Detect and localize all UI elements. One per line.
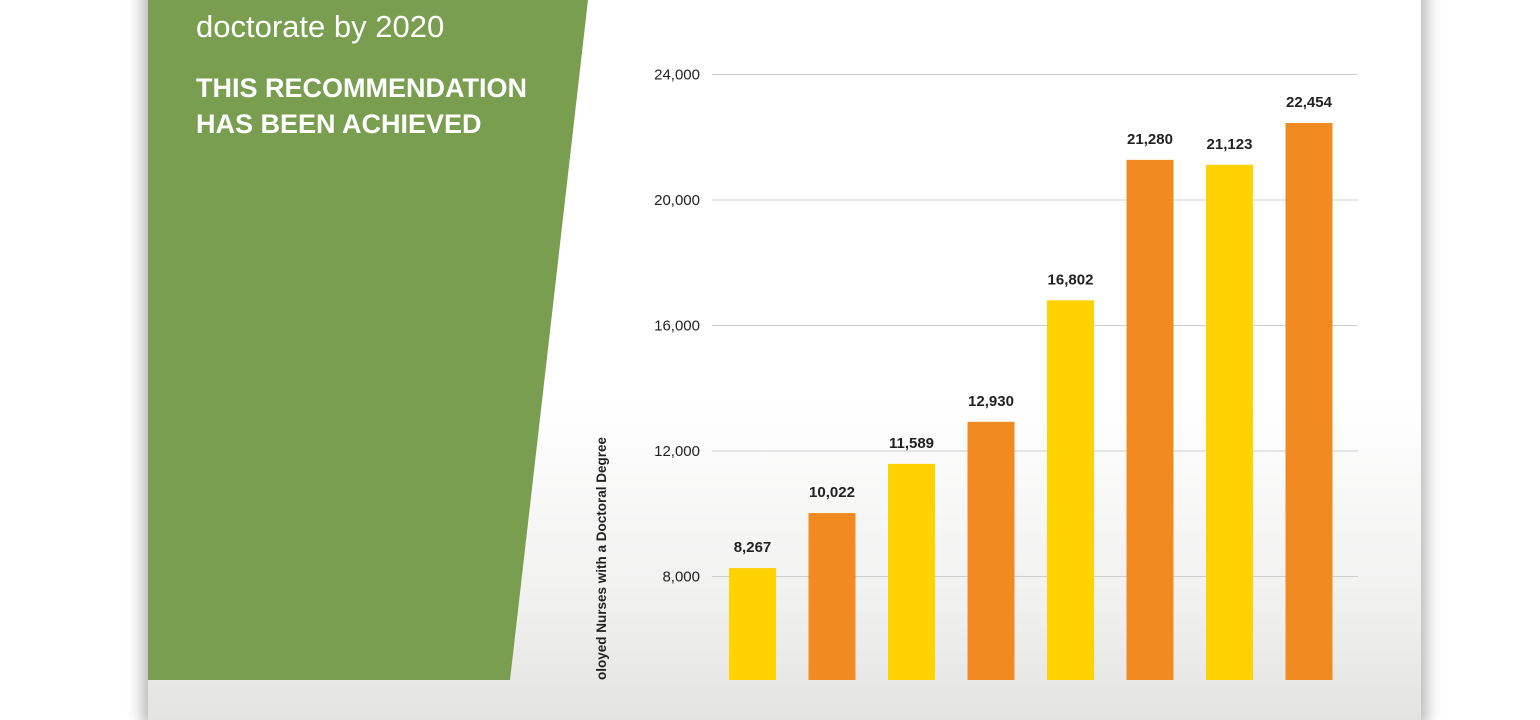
bar-value-label: 21,280 [1127,131,1173,148]
bar-value-label: 22,454 [1286,94,1333,111]
y-tick-label: 24,000 [654,67,700,84]
bar [967,421,1015,680]
bar [729,568,776,680]
y-tick-label: 20,000 [654,192,700,209]
bar-value-label: 21,123 [1207,136,1253,153]
bar-chart: 8,000 12,000 16,000 20,000 24,000 8,267 10,022… [654,67,1358,680]
bar [808,513,856,680]
bar-value-label: 8,267 [734,539,772,556]
bar-value-label: 10,022 [809,484,855,501]
green-panel [148,0,588,680]
y-tick-label: 12,000 [654,443,700,460]
bar-value-label: 16,802 [1048,271,1094,288]
achievement-statement: THIS RECOMMENDATION HAS BEEN ACHIEVED [196,70,576,142]
bar-value-label: 11,589 [889,435,934,452]
bar [1126,159,1174,680]
bar [1206,164,1253,680]
achievement-line-2: HAS BEEN ACHIEVED [196,109,482,139]
achievement-line-1: THIS RECOMMENDATION [196,73,527,103]
bar [1285,123,1333,680]
y-axis-label: oloyed Nurses with a Doctoral Degree [594,436,609,680]
bar-value-label: 12,930 [968,393,1014,410]
bar [888,463,935,680]
y-tick-label: 8,000 [662,569,700,586]
panel-subtitle: doctorate by 2020 [196,9,445,44]
y-tick-label: 16,000 [654,318,700,335]
bar [1047,300,1094,680]
